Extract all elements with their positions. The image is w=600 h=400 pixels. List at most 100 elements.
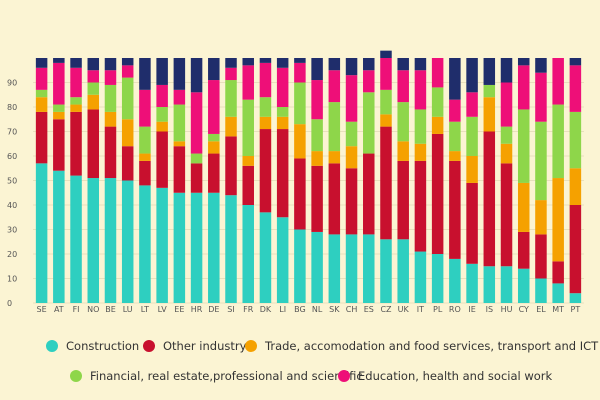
bar-segment-lv	[156, 58, 168, 85]
bar-segment-lv	[156, 107, 168, 122]
legend-label-construction: Construction	[66, 339, 140, 353]
bar-segment-cz	[380, 50, 392, 58]
bar-segment-ch	[345, 75, 358, 122]
bar-segment-li	[276, 67, 289, 107]
bar-segment-de	[208, 133, 220, 142]
stacked-bar-chart: 0 10 20 30 40 50 60 70 80 90 SE AT FI NO BE LU LT LV EE HR…	[7, 50, 584, 314]
bar-segment-dk	[259, 62, 272, 98]
bar-segment-es	[363, 153, 375, 235]
bar-segment-fi	[70, 67, 82, 98]
bar-segment-cz	[380, 239, 392, 303]
bar-segment-nl	[311, 119, 323, 152]
x-tick-label: NL	[312, 305, 323, 314]
bar-segment-es	[363, 234, 375, 303]
bar-segment-hr	[190, 92, 203, 154]
x-tick-label: FR	[243, 305, 254, 314]
bar-segment-be	[104, 111, 117, 127]
bar-segment-cy	[517, 182, 530, 232]
bar-segment-li	[276, 58, 289, 68]
x-tick-label: ES	[364, 305, 374, 314]
bar-segment-ro	[449, 258, 461, 303]
bar-segment-mt	[552, 104, 564, 179]
bar-segment-pl	[431, 133, 444, 254]
bar-segment-fr	[242, 165, 254, 205]
bar-segment-sk	[328, 102, 341, 152]
bar-segment-el	[535, 58, 547, 73]
bar-segment-cz	[380, 89, 392, 115]
legend-item-construction: Construction	[46, 339, 139, 353]
legend-swatch-financial	[70, 370, 82, 382]
bar-segment-no	[87, 94, 100, 110]
bar-segment-at	[53, 104, 65, 112]
bar-segment-hr	[190, 58, 203, 93]
bar-segment-pl	[431, 87, 444, 117]
bar-segment-it	[414, 58, 427, 71]
bar-segment-lt	[139, 185, 151, 303]
bar-segment-de	[208, 141, 220, 154]
legend-item-education: Education, health and social work	[338, 369, 552, 383]
bar-segment-at	[53, 119, 65, 171]
bar-segment-no	[87, 82, 100, 95]
y-tick-label: 0	[7, 299, 12, 308]
x-tick-label: LU	[123, 305, 133, 314]
x-tick-label: IE	[468, 305, 475, 314]
bar-segment-ie	[466, 116, 478, 156]
bar-segment-ee	[173, 141, 186, 147]
x-tick-label: IT	[417, 305, 424, 314]
bar-segment-fi	[70, 175, 82, 303]
legend-item-financial: Financial, real estate,professional and …	[70, 369, 363, 383]
bar-segment-pt	[569, 65, 582, 112]
x-tick-label: MT	[552, 305, 564, 314]
bar-segment-pl	[431, 58, 444, 88]
legend-item-other-industry: Other industry	[143, 339, 246, 353]
bar-segment-ch	[345, 168, 358, 235]
bar-segment-dk	[259, 116, 272, 130]
bar-segment-es	[363, 92, 375, 154]
x-tick-label: EL	[536, 305, 546, 314]
bar-segment-hr	[190, 163, 203, 193]
bar-segment-el	[535, 121, 547, 201]
bar-segment-ro	[449, 121, 461, 152]
legend-swatch-trade	[245, 340, 257, 352]
bar-segment-nl	[311, 80, 323, 120]
bar-segment-fi	[70, 111, 82, 176]
x-tick-label: CY	[519, 305, 529, 314]
bar-segment-fi	[70, 104, 82, 112]
bar-segment-fr	[242, 58, 254, 66]
bar-segment-es	[363, 58, 375, 71]
bar-segment-si	[225, 58, 237, 68]
bar-segment-ro	[449, 160, 461, 259]
x-tick-label: IS	[486, 305, 493, 314]
bar-segment-no	[87, 109, 100, 179]
bar-segment-no	[87, 70, 100, 83]
bar-segment-ee	[173, 104, 186, 142]
bar-segment-it	[414, 109, 427, 144]
x-tick-label: UK	[398, 305, 410, 314]
bar-segment-lt	[139, 153, 151, 161]
legend-swatch-education	[338, 370, 350, 382]
y-tick-label: 80	[7, 103, 17, 112]
bar-segment-is	[483, 131, 496, 267]
bar-segment-de	[208, 153, 220, 193]
bar-segment-si	[225, 195, 237, 303]
bar-segment-lt	[139, 160, 151, 186]
bar-segment-lu	[121, 146, 134, 181]
bar-segment-ee	[173, 89, 186, 105]
bar-segment-lt	[139, 58, 151, 90]
bar-segment-nl	[311, 151, 323, 166]
legend-swatch-other-industry	[143, 340, 155, 352]
bar-segment-hu	[500, 82, 513, 127]
bar-segment-pl	[431, 254, 444, 303]
bar-segment-lv	[156, 131, 168, 188]
bar-segment-mt	[552, 283, 564, 303]
bar-segment-is	[483, 97, 496, 132]
bar-segment-cz	[380, 114, 392, 127]
bar-segment-hu	[500, 143, 513, 164]
y-tick-label: 20	[7, 250, 17, 259]
x-tick-label: PL	[433, 305, 443, 314]
x-axis-ticks: SE AT FI NO BE LU LT LV EE HR DE SI FR DK LI BG NL SK CH ES…	[37, 305, 581, 314]
x-tick-label: SK	[329, 305, 340, 314]
bar-segment-ie	[466, 92, 478, 117]
x-tick-label: FI	[73, 305, 80, 314]
bar-segment-li	[276, 107, 289, 117]
